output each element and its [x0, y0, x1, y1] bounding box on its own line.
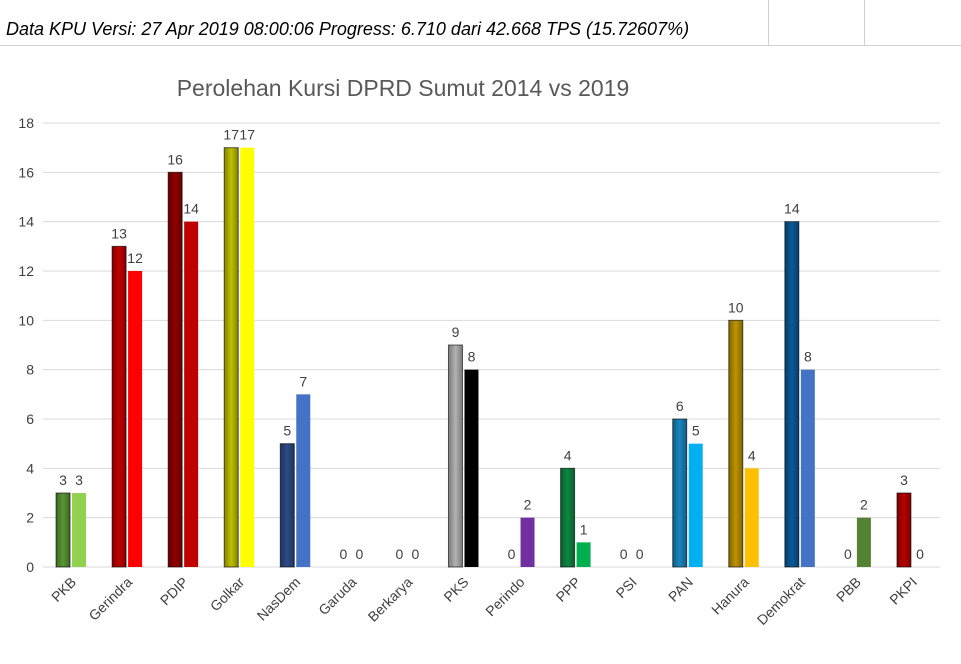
data-label: 5	[283, 423, 291, 439]
header-text: Data KPU Versi: 27 Apr 2019 08:00:06 Pro…	[6, 19, 690, 39]
bar-2014-shade	[728, 320, 743, 567]
y-axis: 0 2 4 6 8 10 12 14 16 18	[18, 115, 34, 575]
data-label: 0	[916, 546, 924, 562]
x-tick-label: PKB	[48, 574, 79, 605]
x-tick-label: NasDem	[254, 574, 304, 624]
data-label: 0	[396, 546, 404, 562]
y-tick-label: 14	[18, 214, 34, 230]
data-label: 4	[564, 447, 572, 463]
bar-2019	[464, 369, 479, 567]
bar-2019	[72, 493, 87, 567]
bar-2019	[184, 221, 199, 567]
data-label: 4	[748, 447, 756, 463]
data-label: 12	[127, 250, 143, 266]
data-label: 9	[452, 324, 460, 340]
y-tick-label: 6	[26, 411, 34, 427]
data-label: 5	[692, 423, 700, 439]
bar-2019	[128, 271, 143, 567]
y-tick-label: 4	[26, 460, 34, 476]
x-tick-label: PBB	[833, 574, 864, 605]
bar-2019	[520, 517, 535, 567]
data-label: 0	[844, 546, 852, 562]
data-label: 10	[728, 299, 744, 315]
bar-2014-shade	[448, 345, 463, 567]
y-tick-label: 10	[18, 312, 34, 328]
x-tick-label: Berkarya	[365, 574, 416, 625]
y-tick-label: 0	[26, 559, 34, 575]
bar-2014-shade	[280, 443, 295, 567]
data-label: 2	[860, 497, 868, 513]
y-tick-label: 12	[18, 263, 34, 279]
data-label: 3	[59, 472, 67, 488]
data-label: 14	[183, 201, 199, 217]
x-tick-label: PPP	[553, 574, 584, 605]
data-label: 8	[468, 349, 476, 365]
data-label: 3	[75, 472, 83, 488]
bar-2014-shade	[168, 172, 183, 567]
bar-2014-shade	[560, 468, 575, 567]
data-label: 6	[676, 398, 684, 414]
x-tick-label: Garuda	[315, 574, 359, 618]
bar-2014-shade	[672, 419, 687, 567]
bar-2014-shade	[56, 493, 71, 567]
bar-chart: Perolehan Kursi DPRD Sumut 2014 vs 2019 …	[18, 75, 940, 628]
bar-2019	[240, 147, 255, 567]
data-label: 0	[355, 546, 363, 562]
data-label: 0	[620, 546, 628, 562]
x-tick-label: Demokrat	[754, 574, 808, 628]
bar-2019	[800, 369, 815, 567]
x-tick-label: Gerindra	[85, 574, 135, 624]
data-label: 13	[111, 225, 127, 241]
bar-2014-shade	[112, 246, 127, 568]
y-tick-label: 8	[26, 362, 34, 378]
x-axis: PKB Gerindra PDIP Golkar NasDem Garuda Berkary…	[48, 574, 920, 628]
chart-area: Perolehan Kursi DPRD Sumut 2014 vs 2019 …	[0, 46, 961, 659]
y-tick-label: 18	[18, 115, 34, 131]
data-label: 7	[299, 373, 307, 389]
data-label: 3	[900, 472, 908, 488]
bar-2019	[856, 517, 871, 567]
data-label: 17	[223, 127, 239, 143]
data-label: 14	[784, 201, 800, 217]
bar-2019	[296, 394, 311, 567]
bar-2019	[688, 443, 703, 567]
data-label: 17	[239, 127, 255, 143]
bar-2014-shade	[896, 493, 911, 567]
data-label: 8	[804, 349, 812, 365]
data-label: 0	[508, 546, 516, 562]
header-bar: Data KPU Versi: 27 Apr 2019 08:00:06 Pro…	[0, 0, 961, 46]
bar-2014-shade	[784, 221, 799, 567]
x-tick-label: PKPI	[886, 574, 920, 608]
x-tick-label: Perindo	[482, 574, 528, 620]
header-cell-divider	[864, 0, 865, 46]
x-tick-label: PAN	[665, 574, 696, 605]
bar-2019	[576, 542, 591, 567]
x-tick-label: Golkar	[207, 574, 248, 615]
data-label: 0	[339, 546, 347, 562]
data-label: 0	[412, 546, 420, 562]
bar-2014-shade	[224, 147, 239, 567]
chart-title: Perolehan Kursi DPRD Sumut 2014 vs 2019	[177, 75, 630, 101]
bar-2019	[744, 468, 759, 567]
data-label: 1	[580, 521, 588, 537]
x-tick-label: Hanura	[708, 574, 752, 618]
y-tick-label: 2	[26, 510, 34, 526]
data-label: 2	[524, 497, 532, 513]
x-tick-label: PSI	[612, 574, 639, 601]
header-cell-divider	[768, 0, 769, 46]
y-tick-label: 16	[18, 164, 34, 180]
x-tick-label: PDIP	[157, 574, 191, 608]
data-label: 0	[636, 546, 644, 562]
data-label: 16	[167, 151, 183, 167]
x-tick-label: PKS	[440, 574, 471, 605]
